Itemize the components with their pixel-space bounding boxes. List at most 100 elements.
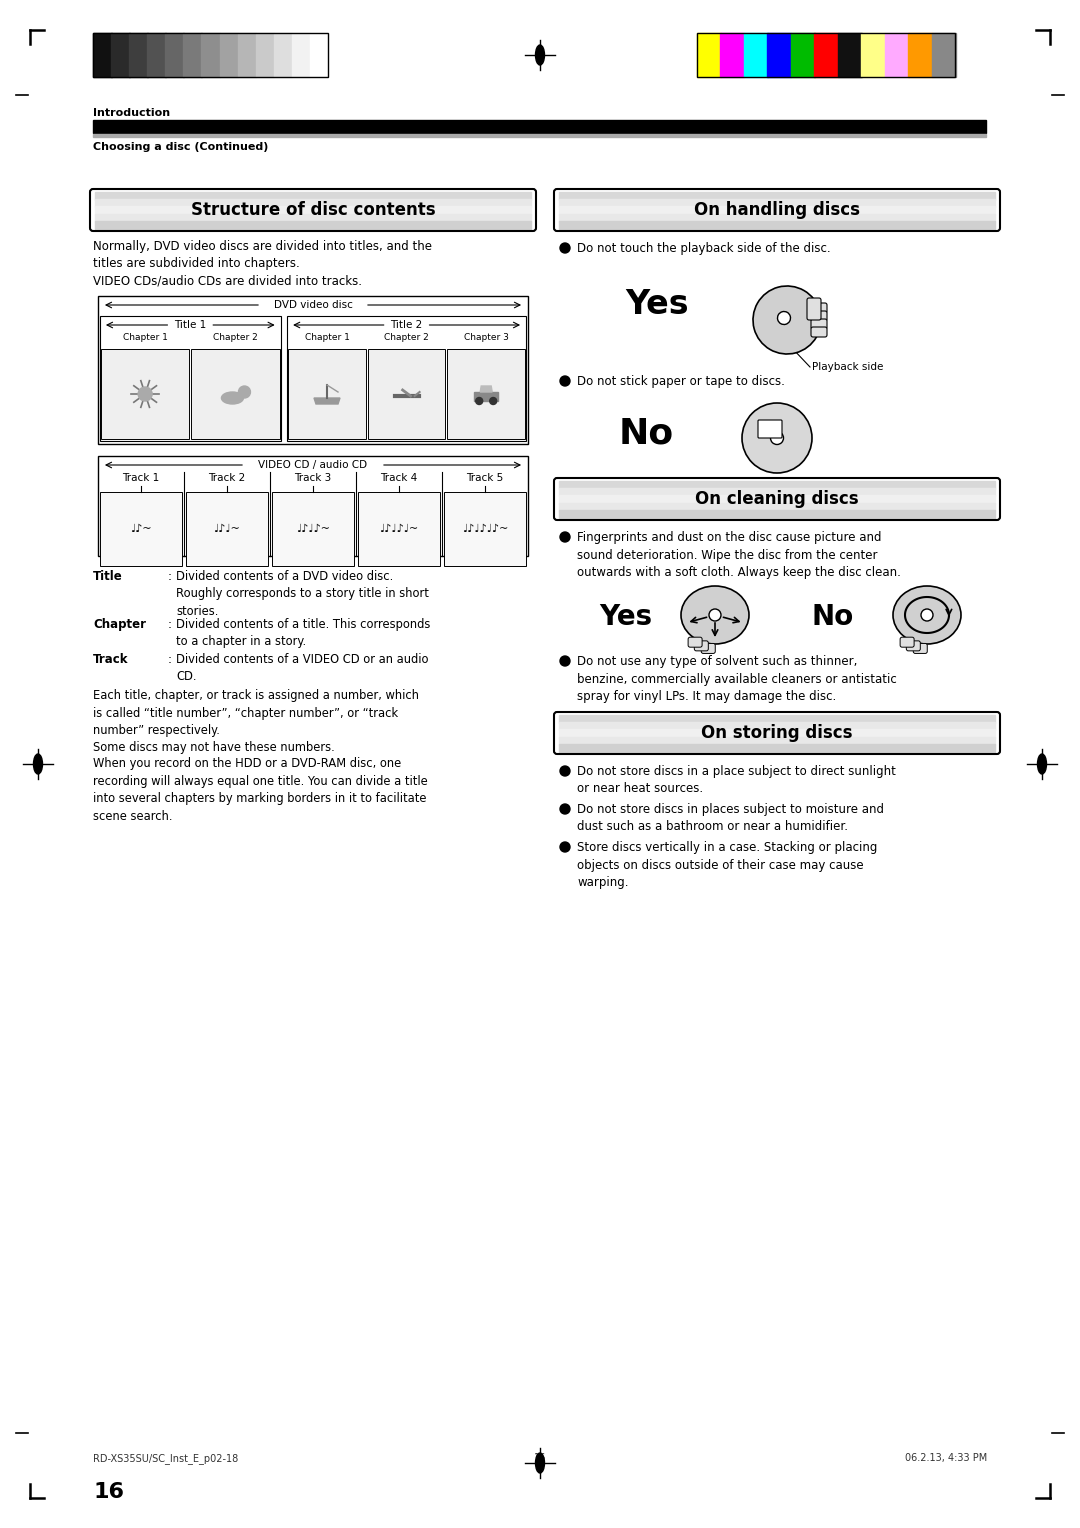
Bar <box>93 34 111 76</box>
Text: Structure of disc contents: Structure of disc contents <box>191 202 435 219</box>
Bar <box>885 34 908 76</box>
Text: Track 5: Track 5 <box>467 474 503 483</box>
Circle shape <box>475 397 483 405</box>
Text: Title 2: Title 2 <box>391 319 422 330</box>
Circle shape <box>561 243 570 254</box>
Ellipse shape <box>33 753 42 775</box>
Text: Title: Title <box>93 570 123 584</box>
Text: Yes: Yes <box>625 289 689 321</box>
Bar <box>93 134 986 138</box>
Text: Chapter: Chapter <box>93 617 146 631</box>
Text: No: No <box>619 416 674 451</box>
FancyBboxPatch shape <box>811 303 827 313</box>
FancyBboxPatch shape <box>758 420 782 439</box>
Text: Divided contents of a title. This corresponds
to a chapter in a story.: Divided contents of a title. This corres… <box>176 617 430 648</box>
Bar <box>102 348 189 439</box>
Bar <box>744 34 768 76</box>
Text: Playback side: Playback side <box>812 362 883 371</box>
Circle shape <box>561 804 570 814</box>
FancyBboxPatch shape <box>688 637 702 648</box>
Text: On cleaning discs: On cleaning discs <box>696 490 859 507</box>
FancyBboxPatch shape <box>811 312 827 321</box>
Text: Chapter 1: Chapter 1 <box>305 333 350 341</box>
Bar <box>559 222 995 229</box>
FancyBboxPatch shape <box>811 327 827 338</box>
Bar <box>720 34 744 76</box>
Bar <box>559 206 995 214</box>
FancyBboxPatch shape <box>906 640 920 651</box>
Bar <box>310 34 328 76</box>
Ellipse shape <box>221 393 243 403</box>
Bar <box>100 492 183 565</box>
FancyBboxPatch shape <box>811 319 827 329</box>
Bar <box>191 348 280 439</box>
Bar <box>95 206 531 214</box>
Text: Track 3: Track 3 <box>295 474 332 483</box>
Text: :: : <box>168 652 172 666</box>
Text: Divided contents of a VIDEO CD or an audio
CD.: Divided contents of a VIDEO CD or an aud… <box>176 652 429 683</box>
Bar <box>165 34 184 76</box>
Ellipse shape <box>753 286 821 354</box>
Bar <box>287 316 526 442</box>
Text: Do not store discs in places subject to moisture and
dust such as a bathroom or : Do not store discs in places subject to … <box>577 804 885 833</box>
Text: :: : <box>168 570 172 584</box>
Bar <box>95 199 531 208</box>
Bar <box>559 510 995 518</box>
Text: :: : <box>168 617 172 631</box>
Circle shape <box>138 387 152 400</box>
FancyBboxPatch shape <box>694 640 708 651</box>
Circle shape <box>489 397 497 405</box>
Bar <box>838 34 862 76</box>
Bar <box>292 34 310 76</box>
Ellipse shape <box>536 1453 544 1473</box>
Circle shape <box>561 766 570 776</box>
Ellipse shape <box>778 312 791 324</box>
Bar <box>288 348 366 439</box>
Bar <box>100 316 281 442</box>
Text: 06.2.13, 4:33 PM: 06.2.13, 4:33 PM <box>905 1453 987 1462</box>
Bar <box>559 744 995 752</box>
Bar <box>447 348 525 439</box>
Ellipse shape <box>893 587 961 643</box>
FancyBboxPatch shape <box>807 298 821 319</box>
Text: Do not store discs in a place subject to direct sunlight
or near heat sources.: Do not store discs in a place subject to… <box>577 766 896 796</box>
Text: 16: 16 <box>93 1482 124 1502</box>
Ellipse shape <box>1038 753 1047 775</box>
Bar <box>697 34 721 76</box>
Text: ♩♪~: ♩♪~ <box>131 524 152 533</box>
Bar <box>368 348 445 439</box>
Bar <box>697 34 955 76</box>
Bar <box>238 34 256 76</box>
Bar <box>95 193 531 200</box>
Circle shape <box>239 387 251 397</box>
Bar <box>256 34 274 76</box>
Ellipse shape <box>708 610 721 620</box>
Text: Chapter 3: Chapter 3 <box>463 333 509 341</box>
Ellipse shape <box>770 431 783 445</box>
Bar <box>147 34 166 76</box>
Text: Normally, DVD video discs are divided into titles, and the
titles are subdivided: Normally, DVD video discs are divided in… <box>93 240 432 287</box>
Bar <box>444 492 526 565</box>
Text: VIDEO CD / audio CD: VIDEO CD / audio CD <box>258 460 367 471</box>
FancyBboxPatch shape <box>914 643 928 654</box>
Text: Track 1: Track 1 <box>122 474 160 483</box>
Text: DVD video disc: DVD video disc <box>273 299 352 310</box>
Bar <box>95 222 531 229</box>
Bar <box>219 34 238 76</box>
Bar <box>814 34 838 76</box>
Text: No: No <box>812 604 854 631</box>
Text: Chapter 1: Chapter 1 <box>123 333 167 341</box>
Text: Each title, chapter, or track is assigned a number, which
is called “title numbe: Each title, chapter, or track is assigne… <box>93 689 419 755</box>
Bar <box>93 34 328 76</box>
Polygon shape <box>314 397 340 403</box>
Bar <box>111 34 130 76</box>
Bar <box>559 495 995 504</box>
Bar <box>559 736 995 744</box>
Bar <box>559 729 995 738</box>
Ellipse shape <box>742 403 812 474</box>
Text: Track 2: Track 2 <box>208 474 245 483</box>
Bar <box>559 193 995 200</box>
Bar <box>273 34 293 76</box>
Circle shape <box>561 842 570 853</box>
Bar <box>357 492 440 565</box>
